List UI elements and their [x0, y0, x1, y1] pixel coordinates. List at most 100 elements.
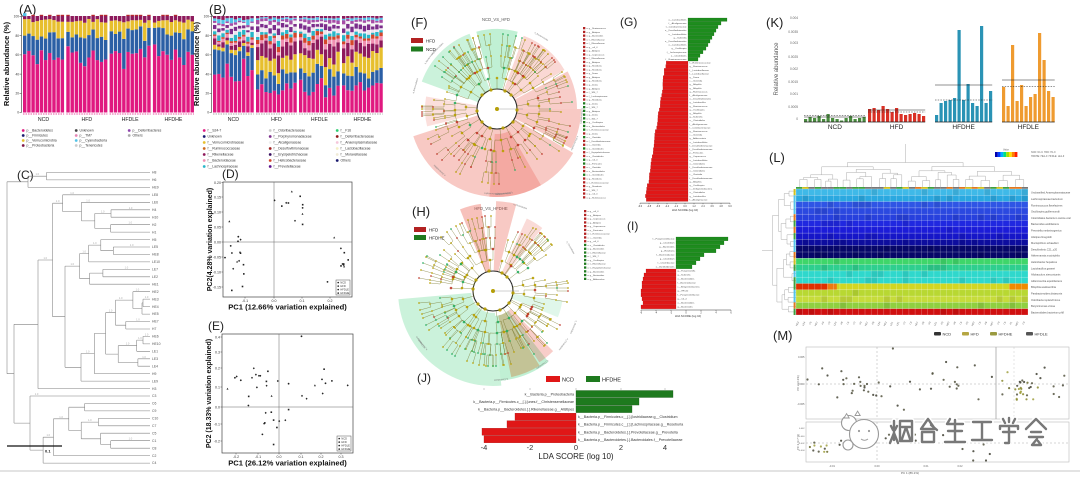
svg-text:o__Bacteroidales: o__Bacteroidales: [678, 278, 696, 281]
svg-text:1.0: 1.0: [125, 265, 129, 269]
svg-text:0.00: 0.00: [214, 240, 221, 244]
svg-text:o__Clostridiales: o__Clostridiales: [690, 119, 706, 122]
svg-text:f__Paraprevotellaceae: f__Paraprevotellaceae: [677, 294, 700, 297]
svg-text:a_Bacteroidales: a_Bacteroidales: [570, 135, 579, 151]
svg-text:Bacteroidales.bacterium.ph8: Bacteroidales.bacterium.ph8: [1031, 310, 1064, 314]
svg-text:PC2 (18.33% variation explaine: PC2 (18.33% variation explained): [206, 339, 213, 448]
svg-text:2: 2: [619, 443, 623, 452]
svg-text:0.02: 0.02: [957, 464, 963, 468]
svg-text:o__Desulfovibrionales: o__Desulfovibrionales: [690, 98, 712, 101]
svg-text:g__Clostridium: g__Clostridium: [660, 242, 675, 245]
svg-text:g__Oscillospira: g__Oscillospira: [690, 108, 706, 111]
svg-text:PC 1 (86.1%): PC 1 (86.1%): [901, 471, 919, 475]
svg-text:1.0: 1.0: [130, 243, 134, 247]
svg-text:a: o__Clostridiales: a: o__Clostridiales: [586, 155, 603, 158]
svg-text:NCD: NCD: [38, 117, 49, 123]
svg-text:f__Odoribacteraceae: f__Odoribacteraceae: [273, 129, 305, 133]
svg-text:Helicobacter.hepaticus: Helicobacter.hepaticus: [1031, 260, 1058, 264]
svg-text:a: f__Ruminococcaceae: a: f__Ruminococcaceae: [586, 130, 609, 132]
svg-text:a: g__Roseburia: a: g__Roseburia: [586, 178, 602, 181]
svg-text:1.0: 1.0: [43, 256, 47, 260]
svg-text:H1: H1: [152, 230, 156, 234]
svg-text:0.002: 0.002: [799, 428, 805, 430]
svg-text:1.0: 1.0: [86, 350, 90, 354]
svg-text:g__Oscillospira: g__Oscillospira: [690, 184, 706, 187]
svg-text:-4.8: -4.8: [647, 205, 652, 208]
svg-text:H1: H1: [1009, 321, 1013, 326]
svg-text:HFDHE: HFDHE: [164, 117, 182, 123]
svg-text:1.0: 1.0: [56, 199, 60, 203]
svg-text:f__Rikenellaceae: f__Rikenellaceae: [207, 153, 233, 157]
svg-text:NCD: N1-9 HFD: H1-9: NCD: N1-9 HFD: H1-9: [1031, 151, 1056, 154]
svg-text:g__Bacteroides: g__Bacteroides: [659, 246, 675, 249]
svg-text:C7: C7: [152, 424, 156, 428]
svg-text:(C): (C): [17, 168, 34, 182]
svg-text:a: g__Alistipes: a: g__Alistipes: [587, 214, 601, 217]
svg-text:a: f__Lachnospiraceae: a: f__Lachnospiraceae: [586, 95, 608, 98]
svg-text:(E): (E): [208, 319, 224, 333]
svg-text:C8: C8: [152, 446, 156, 450]
svg-text:f__Bacteroidaceae: f__Bacteroidaceae: [207, 159, 235, 163]
svg-text:4: 4: [663, 443, 667, 452]
svg-text:Bacteroides.acidifaciens: Bacteroides.acidifaciens: [1031, 222, 1060, 226]
svg-text:a: g__Roseburia: a: g__Roseburia: [586, 80, 602, 83]
svg-text:o__Desulfovibrionales: o__Desulfovibrionales: [665, 40, 687, 43]
svg-text:g__Bilophila: g__Bilophila: [690, 84, 703, 86]
svg-text:H8: H8: [152, 171, 156, 175]
svg-text:-2.4: -2.4: [665, 205, 670, 208]
svg-text:1.0: 1.0: [93, 241, 97, 245]
svg-text:1.0: 1.0: [145, 295, 149, 299]
svg-text:-3.6: -3.6: [656, 205, 661, 208]
svg-text:a: p__Firmicutes: a: p__Firmicutes: [587, 229, 602, 232]
svg-text:-0.1: -0.1: [242, 299, 248, 303]
svg-text:a: o__Bacteroidales: a: o__Bacteroidales: [586, 170, 604, 173]
svg-text:LE5: LE5: [152, 245, 158, 249]
svg-text:a: g__Dorea: a: g__Dorea: [586, 84, 598, 87]
svg-text:k__Bacteria.p__Bacteroidetes.[: k__Bacteria.p__Bacteroidetes.[.].Rikenel…: [478, 408, 574, 412]
svg-text:(I): (I): [627, 219, 638, 233]
svg-text:0.20: 0.20: [214, 181, 221, 185]
svg-text:40: 40: [15, 72, 19, 76]
svg-text:o__Clostridiales: o__Clostridiales: [690, 191, 706, 194]
svg-text:HE2: HE2: [152, 290, 159, 294]
svg-text:f__Desulfovibrionaceae: f__Desulfovibrionaceae: [689, 144, 713, 147]
svg-text:o__Lactobacillales: o__Lactobacillales: [669, 33, 688, 36]
svg-text:a: o__Clostridiales: a: o__Clostridiales: [587, 244, 604, 247]
svg-text:c__Clostridia: c__Clostridia: [690, 173, 703, 176]
svg-text:g__Coprococcus: g__Coprococcus: [690, 155, 707, 158]
svg-text:Unknown: Unknown: [208, 135, 222, 139]
svg-text:NCD: NCD: [341, 437, 347, 441]
svg-text:HFDHE: HFDHE: [602, 378, 621, 384]
svg-text:g__Oscillospira: g__Oscillospira: [672, 47, 688, 50]
svg-text:p__Proteobacteria: p__Proteobacteria: [27, 144, 55, 148]
svg-text:k__Bacteria.p__Firmicutes.c__[: k__Bacteria.p__Firmicutes.c__[.].[lostri…: [578, 415, 677, 419]
svg-text:0.05: 0.05: [214, 225, 221, 229]
svg-text:0.000: 0.000: [799, 436, 805, 438]
svg-text:0.2: 0.2: [215, 366, 220, 370]
svg-text:Oscillospira.guillermondii: Oscillospira.guillermondii: [1031, 210, 1060, 214]
svg-text:a: g__Roseburia: a: g__Roseburia: [586, 99, 602, 102]
svg-text:-1.2: -1.2: [674, 205, 679, 208]
svg-text:f__Lachnospiraceae: f__Lachnospiraceae: [207, 165, 238, 169]
svg-text:Unknown: Unknown: [80, 129, 94, 133]
svg-text:60: 60: [205, 53, 209, 57]
svg-text:g__Bilophila: g__Bilophila: [690, 181, 703, 183]
svg-text:c__Deltaproteobacteria: c__Deltaproteobacteria: [690, 188, 713, 191]
svg-text:-2: -2: [527, 443, 534, 452]
svg-text:PC1 (12.66% variation explaine: PC1 (12.66% variation explained): [228, 303, 347, 312]
svg-text:HFDHE: HE1-9 HFDLE: LE1-9: HFDHE: HE1-9 HFDLE: LE1-9: [1031, 155, 1065, 158]
svg-text:H5: H5: [152, 238, 156, 242]
svg-text:1.0: 1.0: [70, 262, 74, 266]
svg-text:HFDLE: HFDLE: [311, 117, 329, 123]
svg-text:LE10: LE10: [152, 260, 160, 264]
svg-text:f__Moraxellaceae: f__Moraxellaceae: [340, 153, 367, 157]
svg-text:a_Clostridiales: a_Clostridiales: [557, 338, 569, 352]
svg-text:f__Verrucomicrobiaceae: f__Verrucomicrobiaceae: [207, 141, 244, 145]
svg-text:a_Bacteroidales: a_Bacteroidales: [534, 31, 550, 42]
svg-text:-0.01: -0.01: [829, 464, 835, 468]
svg-text:HE3: HE3: [152, 297, 159, 301]
svg-text:a: c__Clostridia: a: c__Clostridia: [586, 166, 601, 169]
svg-text:-0.05: -0.05: [213, 255, 221, 259]
svg-text:g__Paraprevotella: g__Paraprevotella: [678, 270, 697, 273]
svg-text:1.0: 1.0: [129, 206, 133, 210]
